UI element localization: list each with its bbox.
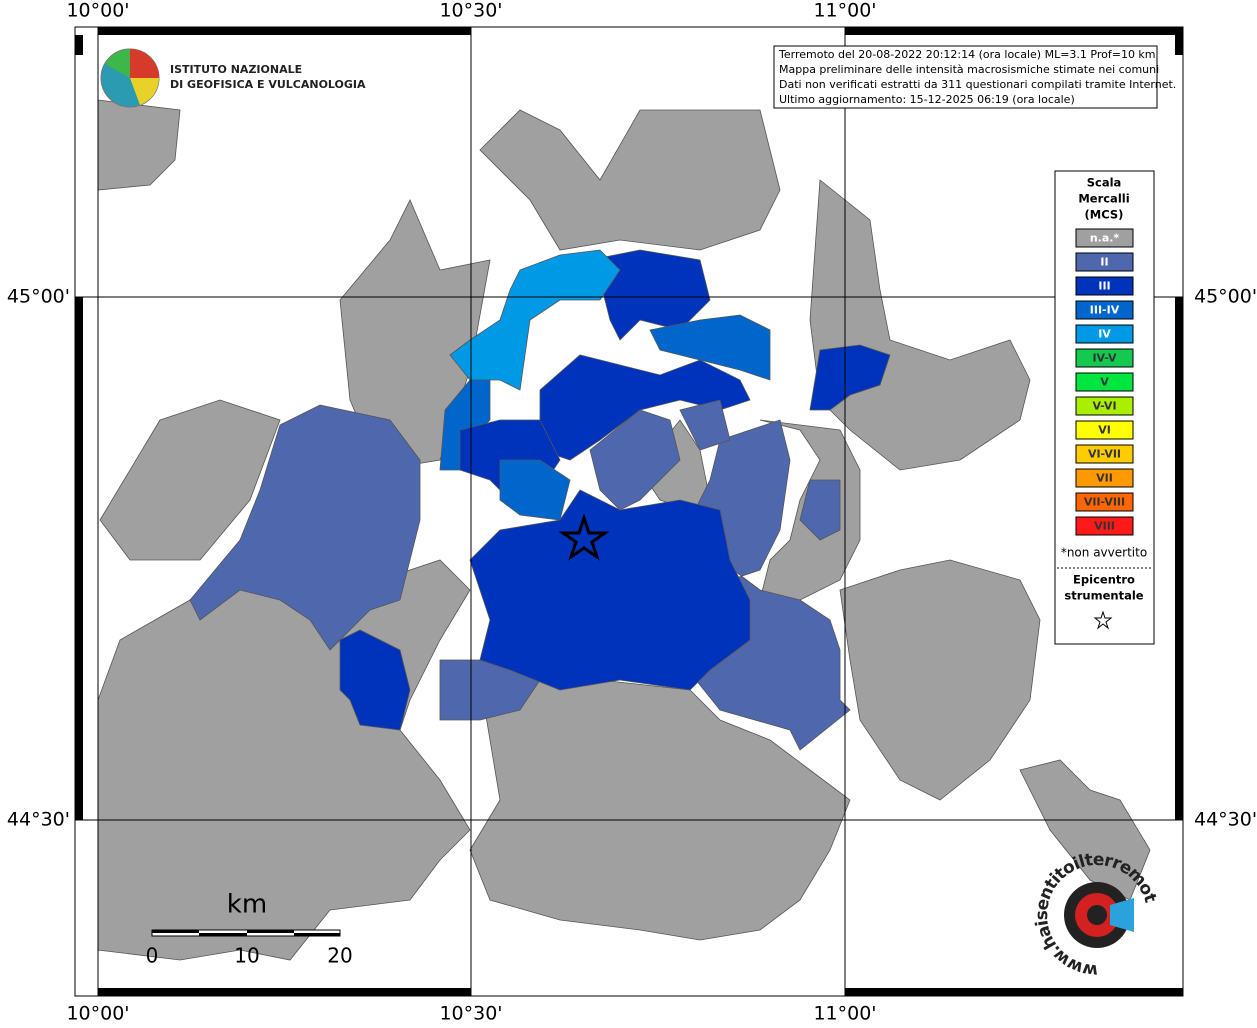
legend-label: VI xyxy=(1098,424,1111,437)
legend-title: Mercalli xyxy=(1078,192,1129,206)
info-line: Mappa preliminare delle intensità macros… xyxy=(779,63,1159,76)
legend-label: VII xyxy=(1096,472,1113,485)
scale-label: 20 xyxy=(327,944,352,968)
legend-swatch xyxy=(1075,372,1134,392)
legend-swatch xyxy=(1075,420,1134,440)
frame-bars xyxy=(75,27,1183,996)
municipality xyxy=(799,479,841,541)
info-box xyxy=(773,45,1158,109)
legend-swatch xyxy=(1075,444,1134,464)
legend-title: Scala xyxy=(1087,176,1122,190)
info-line: Dati non verificati estratti da 311 ques… xyxy=(779,78,1176,91)
legend-swatch xyxy=(1075,300,1134,320)
legend-label: V xyxy=(1100,376,1109,389)
logo-text: ISTITUTO NAZIONALE xyxy=(170,63,302,76)
municipalities xyxy=(97,99,1151,961)
scale-bar: km 0 10 20 xyxy=(146,890,353,968)
scale-unit: km xyxy=(227,890,267,920)
legend-swatch xyxy=(1075,468,1134,488)
municipality xyxy=(809,344,891,411)
lon-label: 11°00' xyxy=(813,0,876,22)
logo: ISTITUTO NAZIONALE DI GEOFISICA E VULCAN… xyxy=(100,48,366,108)
legend-label: n.a.* xyxy=(1090,232,1120,245)
legend-swatch xyxy=(1075,396,1134,416)
legend-label: II xyxy=(1100,256,1108,269)
legend-note: *non avvertito xyxy=(1061,546,1147,560)
legend-swatch xyxy=(1075,324,1134,344)
legend-label: VIII xyxy=(1094,520,1115,533)
legend-label: III-IV xyxy=(1090,304,1120,317)
legend-swatch xyxy=(1075,252,1134,272)
legend-label: IV xyxy=(1098,328,1111,341)
municipality xyxy=(679,399,731,451)
legend-label: IV-V xyxy=(1092,352,1117,365)
lon-label: 10°00' xyxy=(66,0,129,22)
municipality xyxy=(339,629,411,731)
legend-epicenter: strumentale xyxy=(1064,589,1143,603)
legend-epicenter: Epicentro xyxy=(1073,573,1135,587)
municipality xyxy=(839,559,1041,801)
municipality xyxy=(649,314,771,381)
legend-title: (MCS) xyxy=(1085,208,1124,222)
municipality xyxy=(1019,759,1151,901)
legend-label: VII-VIII xyxy=(1084,496,1125,509)
legend-swatch xyxy=(1075,276,1134,296)
graticule xyxy=(75,27,1183,996)
legend-star xyxy=(1093,610,1113,630)
logo-text: DI GEOFISICA E VULCANOLOGIA xyxy=(170,78,366,91)
municipality xyxy=(469,669,851,941)
municipality xyxy=(449,249,621,391)
lat-label: 45°00' xyxy=(1194,286,1257,308)
lon-label: 11°00' xyxy=(813,1003,876,1025)
legend-swatch xyxy=(1075,492,1134,512)
legend-label: III xyxy=(1098,280,1110,293)
lon-label: 10°30' xyxy=(439,0,502,22)
info-line: Terremoto del 20-08-2022 20:12:14 (ora l… xyxy=(778,48,1156,61)
legend-swatch xyxy=(1075,228,1134,248)
municipality xyxy=(499,459,571,521)
legend-label: V-VI xyxy=(1092,400,1116,413)
legend-label: VI-VII xyxy=(1088,448,1121,461)
epicenter-star xyxy=(558,513,610,561)
legend-swatch xyxy=(1075,348,1134,368)
municipality xyxy=(589,249,711,341)
lat-label: 44°30' xyxy=(1194,809,1257,831)
scale-label: 10 xyxy=(234,944,259,968)
lat-label: 44°30' xyxy=(7,809,70,831)
municipality xyxy=(469,489,751,691)
municipality xyxy=(189,404,421,651)
municipality xyxy=(479,109,781,251)
lon-label: 10°00' xyxy=(66,1003,129,1025)
lon-label: 10°30' xyxy=(439,1003,502,1025)
municipality xyxy=(589,409,681,511)
info-line: Ultimo aggiornamento: 15-12-2025 06:19 (… xyxy=(779,93,1075,106)
scale-label: 0 xyxy=(146,944,159,968)
municipality xyxy=(99,399,281,561)
lat-label: 45°00' xyxy=(7,286,70,308)
municipality xyxy=(679,419,851,751)
legend-items: n.a.*IIIIIIII-IVIVIV-VVV-VIVIVI-VIIVIIVI… xyxy=(1075,228,1134,536)
legend-swatch xyxy=(1075,516,1134,536)
